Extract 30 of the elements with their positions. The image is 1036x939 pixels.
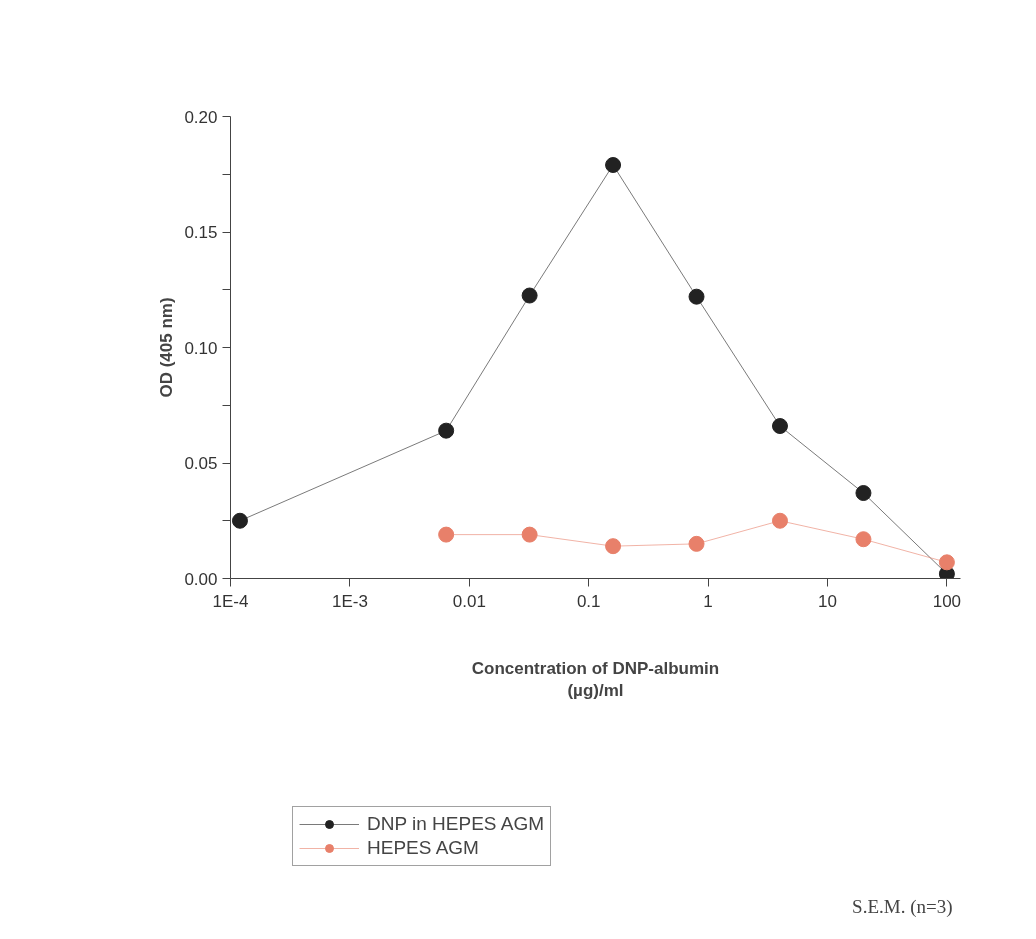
x-tick-label: 1E-3 bbox=[331, 591, 368, 611]
point bbox=[771, 418, 788, 435]
point bbox=[855, 531, 872, 548]
x-tick-label: 10 bbox=[818, 591, 837, 611]
legend-label: HEPES AGM bbox=[367, 837, 479, 859]
x-tick-label: 0.01 bbox=[452, 591, 486, 611]
y-tick-label: 0.10 bbox=[184, 338, 218, 358]
legend-label: DNP in HEPES AGM bbox=[367, 813, 545, 835]
x-tick-label: 0.1 bbox=[576, 591, 601, 611]
y-tick-label: 0.00 bbox=[184, 569, 218, 589]
text: S.E.M. (n=3) bbox=[852, 895, 953, 918]
point bbox=[938, 554, 955, 571]
point bbox=[521, 526, 538, 543]
point bbox=[855, 485, 872, 502]
x-axis-title: Concentration of DNP-albumin (µg)/ml bbox=[471, 658, 720, 701]
point bbox=[521, 287, 538, 304]
y-tick-label: 0.20 bbox=[184, 107, 218, 127]
point bbox=[438, 422, 455, 439]
point bbox=[605, 157, 622, 173]
x-tick-label: 1 bbox=[703, 591, 713, 611]
point bbox=[688, 288, 705, 305]
y-tick-label: 0.15 bbox=[184, 223, 218, 242]
point bbox=[605, 538, 622, 555]
y-axis-title: OD (405 nm) bbox=[157, 297, 177, 398]
x-tick-label: 1E-4 bbox=[212, 591, 249, 611]
point bbox=[438, 526, 455, 543]
x-tick-label: 100 bbox=[932, 591, 962, 611]
point bbox=[771, 512, 788, 529]
point bbox=[688, 535, 705, 552]
y-tick-label: 0.05 bbox=[184, 454, 218, 473]
